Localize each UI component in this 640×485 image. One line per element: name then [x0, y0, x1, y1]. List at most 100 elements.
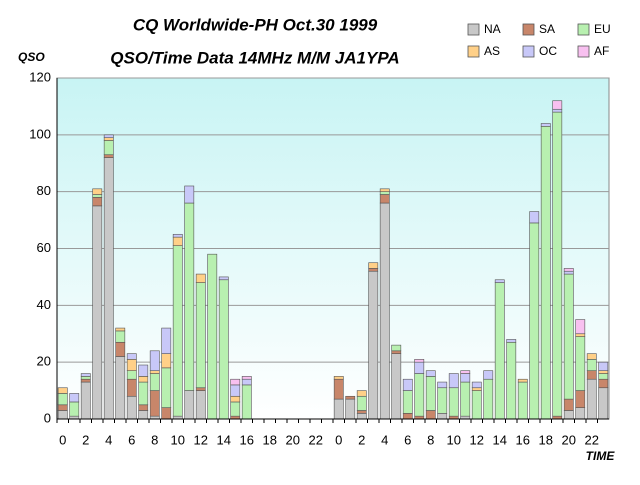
bar-segment — [230, 395, 241, 403]
x-tick-label: 2 — [82, 432, 89, 447]
legend-swatch — [467, 45, 480, 58]
bar-segment — [425, 376, 436, 411]
bar-segment — [598, 373, 609, 380]
bar-segment — [356, 395, 367, 411]
bar-segment — [172, 245, 183, 417]
bar-segment — [126, 359, 137, 371]
bar-segment — [241, 378, 252, 386]
x-tick-label: 2 — [358, 432, 365, 447]
y-tick-label: 80 — [37, 183, 51, 198]
bar-segment — [586, 370, 597, 380]
bar-segment — [184, 202, 195, 391]
bar-segment — [448, 387, 459, 417]
bar-segment — [391, 353, 402, 420]
bar-segment — [69, 393, 80, 403]
bar-segment — [563, 270, 574, 275]
bar-segment — [230, 401, 241, 417]
bar-segment — [575, 336, 586, 391]
bar-segment — [437, 387, 448, 414]
bar-segment — [57, 387, 68, 394]
bar-segment — [414, 361, 425, 374]
x-tick-label: 8 — [427, 432, 434, 447]
bar-segment — [356, 413, 367, 420]
y-tick-label: 20 — [37, 354, 51, 369]
bar-segment — [115, 330, 126, 343]
y-axis-label: QSO — [18, 50, 45, 64]
bar-segment — [379, 194, 390, 204]
x-tick-label: 18 — [539, 432, 553, 447]
bar-segment — [138, 381, 149, 406]
bar-segment — [563, 268, 574, 272]
bar-segment — [195, 273, 206, 283]
bar-segment — [333, 378, 344, 400]
bar-segment — [149, 350, 160, 371]
bar-segment — [80, 373, 91, 377]
bar-segment — [402, 413, 413, 420]
bar-segment — [483, 370, 494, 380]
bar-segment — [138, 410, 149, 420]
bar-segment — [149, 390, 160, 417]
bar-segment — [575, 407, 586, 420]
bar-segment — [414, 359, 425, 363]
bar-segment — [379, 202, 390, 420]
bar-segment — [241, 384, 252, 420]
bar-segment — [506, 339, 517, 343]
x-tick-label: 14 — [493, 432, 507, 447]
bar-segment — [598, 378, 609, 389]
bar-segment — [138, 404, 149, 411]
bar-segment — [494, 279, 505, 283]
bar-segment — [195, 282, 206, 389]
bar-segment — [57, 393, 68, 406]
bar-segment — [586, 359, 597, 371]
bar-segment — [471, 390, 482, 420]
bar-segment — [230, 378, 241, 386]
x-tick-label: 4 — [105, 432, 112, 447]
bar-segment — [471, 387, 482, 391]
bar-segment — [184, 390, 195, 420]
chart-subtitle: QSO/Time Data 14MHz M/M JA1YPA — [110, 48, 399, 67]
bar-segment — [80, 378, 91, 383]
bar-segment — [368, 262, 379, 269]
bar-segment — [333, 376, 344, 380]
bar-segment — [368, 270, 379, 420]
legend-swatch — [577, 45, 590, 58]
bar-segment — [115, 356, 126, 420]
bar-segment — [517, 378, 528, 383]
bar-segment — [563, 410, 574, 420]
bar-segment — [356, 390, 367, 397]
y-tick-label: 120 — [29, 69, 51, 84]
bar-segment — [69, 401, 80, 417]
bar-segment — [207, 253, 218, 420]
bar-segment — [103, 134, 114, 138]
bar-segment — [540, 123, 551, 127]
x-tick-label: 22 — [585, 432, 599, 447]
x-tick-label: 0 — [59, 432, 66, 447]
bar-segment — [184, 185, 195, 204]
bar-segment — [368, 268, 379, 272]
bar-segment — [379, 191, 390, 195]
bar-segment — [425, 410, 436, 420]
y-tick-label: 100 — [29, 126, 51, 141]
bar-segment — [471, 381, 482, 389]
bar-segment — [506, 341, 517, 420]
bar-segment — [437, 413, 448, 420]
bar-segment — [563, 398, 574, 411]
bar-segment — [402, 390, 413, 414]
x-axis-label: TIME — [586, 449, 616, 463]
bar-segment — [172, 233, 183, 238]
bar-segment — [552, 111, 563, 417]
legend-label: EU — [594, 22, 611, 36]
bar-segment — [437, 381, 448, 389]
bar-segment — [138, 364, 149, 377]
bar-segment — [218, 276, 229, 281]
legend-swatch — [577, 23, 590, 36]
bar-segment — [552, 108, 563, 113]
x-tick-label: 16 — [240, 432, 254, 447]
bar-segment — [414, 373, 425, 417]
bar-segment — [92, 194, 103, 198]
bar-segment — [425, 370, 436, 377]
y-tick-label: 40 — [37, 297, 51, 312]
bar-segment — [586, 353, 597, 360]
bar-segment — [563, 273, 574, 400]
